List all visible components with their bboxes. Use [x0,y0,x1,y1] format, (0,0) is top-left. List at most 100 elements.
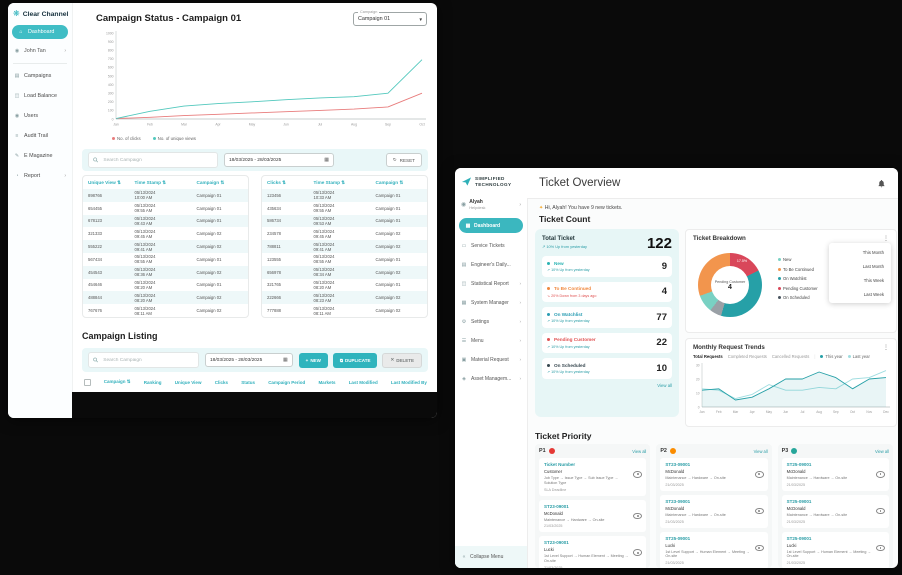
ticket-card[interactable]: ST23-09001 Lucki 1st Level Support → Human… [539,536,647,568]
search-input[interactable] [101,156,213,164]
menu-item-this-month[interactable]: This Month [862,249,884,255]
ticket-card[interactable]: ST25-09001 Lucki 1st Level Support → Human… [781,531,889,568]
sidebar-item-system-manager[interactable]: ▦ System Manager › [455,293,527,312]
table-row[interactable]: 222666 05/13/2024 08:23 AM Campaign 02 [262,291,427,305]
listing-column-unique-view[interactable]: Unique View [174,379,202,385]
view-all-link[interactable]: View all [632,448,647,454]
table-row[interactable]: 123555 05/13/2024 08:55 AM Campaign 01 [262,253,427,266]
table-row[interactable]: 321765 05/13/2024 08:20 AM Campaign 01 [262,279,427,292]
sidebar-item-material-request[interactable]: ▣ Material Request › [455,350,527,369]
ticket-number[interactable]: Ticket Number [544,462,576,467]
new-button[interactable]: + NEW [298,352,328,368]
sidebar-item-report[interactable]: ◔ Report › [8,166,72,186]
table-row[interactable]: 567434 05/13/2024 08:55 AM Campaign 01 [83,253,248,266]
listing-column-markets[interactable]: Markets [318,379,336,385]
delete-button[interactable]: ✕ DELETE [382,352,422,368]
ticket-card[interactable]: ST23-09001 McDonald Maintenance → Hardware… [660,494,768,528]
column-header-time-stamp[interactable]: Time Stamp ⇅ [134,180,167,185]
listing-column-ranking[interactable]: Ranking [143,379,162,385]
listing-date-range-input[interactable]: 18/03/2025 - 28/03/2025 ▦ [204,353,293,367]
sort-icon[interactable]: ⇅ [399,180,404,185]
trends-tab-cancelled-requests[interactable]: Cancelled Requests [771,354,810,359]
kebab-menu-icon[interactable]: ⋮ [883,345,889,351]
eye-icon[interactable] [875,544,885,552]
sort-icon[interactable]: ⇅ [341,180,346,185]
column-header-unique-view[interactable]: Unique View ⇅ [88,180,122,185]
eye-icon[interactable] [754,507,764,515]
listing-column-status[interactable]: Status [241,379,255,385]
sidebar-user[interactable]: ◉ Alyah Helpdesk › [455,194,527,215]
sidebar-item-audit-trail[interactable]: ≡ Audit Trail [8,126,72,146]
menu-item-last-week[interactable]: Last Week [863,291,884,297]
ticket-count-item-on-scheduled[interactable]: On Scheduled ↗ 10% Up from yesterday 10 [542,358,672,379]
sort-icon[interactable]: ⇅ [162,180,167,185]
eye-icon[interactable] [754,544,764,552]
table-row[interactable]: 654455 05/13/2024 09:55 AM Campaign 01 [83,202,248,215]
sidebar-item-user[interactable]: ◉ John Tan › [8,41,72,61]
menu-item-this-week[interactable]: This Week [863,277,884,283]
sort-icon[interactable]: ⇅ [117,180,122,185]
sort-icon[interactable]: ⇅ [220,180,225,185]
table-row[interactable]: 555222 05/13/2024 09:41 AM Campaign 02 [83,240,248,253]
sidebar-item-engineer-s-daily[interactable]: ▤ Engineer's Daily... [455,255,527,274]
listing-column-last-modified-by[interactable]: Last Modified By [390,379,427,385]
search-box[interactable] [88,152,218,168]
ticket-card[interactable]: ST25-09001 McDonald Maintenance → Hardware… [781,494,889,528]
ticket-card[interactable]: ST25-09001 Lucki 1st Level Support → Human… [660,531,768,568]
bell-icon[interactable] [877,179,886,188]
table-row[interactable]: 678123 05/13/2024 09:43 AM Campaign 01 [83,214,248,228]
duplicate-button[interactable]: ⧉ DUPLICATE [332,352,378,368]
sidebar-item-dashboard[interactable]: ⌂ Dashboard [12,25,68,39]
ticket-number[interactable]: ST23-09001 [544,540,569,546]
table-row[interactable]: 777888 05/13/2024 08:11 AM Campaign 02 [262,304,427,317]
ticket-card[interactable]: ST23-09001 McDonald Maintenance → Hardware… [660,458,768,491]
sort-icon[interactable]: ⇅ [282,180,287,185]
eye-icon[interactable] [875,471,885,478]
table-row[interactable]: 454543 05/13/2024 08:36 AM Campaign 02 [83,265,248,279]
eye-icon[interactable] [633,549,643,557]
ticket-count-view-all[interactable]: View all [657,382,672,388]
column-header-time-stamp[interactable]: Time Stamp ⇅ [313,180,346,185]
ticket-count-item-on-watchlist[interactable]: On Watchlist ↗ 10% Up from yesterday 77 [542,307,672,328]
collapse-menu-button[interactable]: « Collapse Menu [455,546,527,568]
ticket-number[interactable]: ST23-09001 [544,503,569,509]
table-row[interactable]: 435634 05/13/2024 09:55 AM Campaign 01 [262,202,427,215]
ticket-number[interactable]: ST25-09001 [665,535,691,541]
select-all-checkbox[interactable] [84,379,91,386]
column-header-campaign[interactable]: Campaign ⇅ [196,180,225,185]
listing-search-box[interactable] [88,352,199,368]
column-header-campaign[interactable]: Campaign ⇅ [375,180,404,185]
sidebar-item-load-balance[interactable]: ◫ Load Balance [8,86,72,106]
ticket-number[interactable]: ST25-09001 [786,535,812,541]
listing-search-input[interactable] [101,356,194,364]
eye-icon[interactable] [875,507,885,515]
eye-icon[interactable] [754,471,764,478]
ticket-number[interactable]: ST23-09001 [665,498,691,504]
sidebar-item-menu[interactable]: ☰ Menu › [455,331,527,350]
column-header-clicks[interactable]: Clicks ⇅ [267,180,287,185]
sort-icon[interactable]: ⇅ [126,379,131,385]
ticket-number[interactable]: ST25-09001 [786,498,812,504]
table-row[interactable]: 788811 05/13/2024 09:41 AM Campaign 02 [262,240,427,253]
ticket-count-item-pending-customer[interactable]: Pending Customer ↗ 10% Up from yesterday 2… [542,332,672,353]
reset-button[interactable]: ↻ RESET [385,153,422,167]
trends-tab-total-requests[interactable]: Total Requests [693,354,723,359]
ticket-card[interactable]: ST25-09001 McDonald Maintenance → Hardware… [781,458,889,491]
ticket-card[interactable]: Ticket Number Customer Job Type → Issue Ty… [539,458,647,496]
table-row[interactable]: 454646 05/13/2024 08:20 AM Campaign 01 [83,279,248,292]
table-row[interactable]: 586734 05/13/2024 09:53 AM Campaign 01 [262,214,427,228]
sidebar-item-asset-managem[interactable]: ◈ Asset Managem... › [455,369,527,388]
sidebar-item-service-tickets[interactable]: ▭ Service Tickets [455,236,527,255]
eye-icon[interactable] [633,471,643,478]
table-row[interactable]: 123456 05/13/2024 10:33 AM Campaign 01 [262,189,427,202]
sidebar-item-e-magazine[interactable]: ✎ E Magazine [8,146,72,166]
trends-tab-completed-requests[interactable]: Completed Requests [727,354,767,359]
table-row[interactable]: 767676 05/13/2024 08:11 AM Campaign 02 [83,304,248,317]
kebab-menu-icon[interactable]: ⋮ [883,236,889,242]
campaign-select[interactable]: Campaign Campaign 01 ▼ [353,10,427,26]
sidebar-item-statistical-report[interactable]: ◫ Statistical Report › [455,274,527,293]
table-row[interactable]: 898766 05/13/2024 10:00 AM Campaign 01 [83,189,248,202]
table-row[interactable]: 656978 05/13/2024 08:34 AM Campaign 02 [262,265,427,279]
listing-column-clicks[interactable]: Clicks [214,379,228,385]
eye-icon[interactable] [633,512,643,520]
